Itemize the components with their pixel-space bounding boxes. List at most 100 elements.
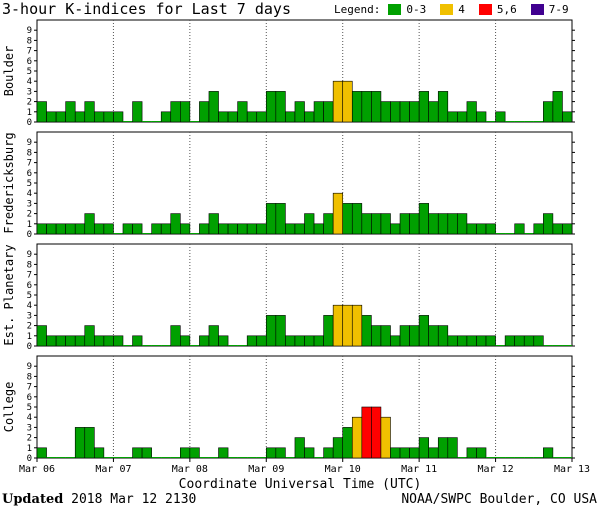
legend-swatch-storm (478, 4, 492, 15)
k-bar-boulder (65, 101, 76, 123)
y-tick-label: 1 (27, 444, 32, 454)
legend-text-active: 4 (458, 3, 465, 16)
k-bar-college (208, 457, 219, 458)
y-tick-label: 9 (27, 138, 32, 148)
k-bar-boulder (227, 111, 238, 123)
k-bar-boulder (208, 91, 219, 123)
k-bar-boulder (275, 91, 286, 123)
k-bar-boulder (380, 101, 391, 123)
legend-text-storm: 5,6 (496, 3, 517, 16)
k-bar-boulder (371, 91, 382, 123)
k-bar-college (457, 457, 467, 458)
k-bar-est-planetary (122, 345, 133, 346)
k-bar-fredericksburg (323, 213, 334, 235)
k-bar-est-planetary (84, 325, 95, 347)
k-bar-college (237, 457, 248, 458)
k-bar-est-planetary (218, 335, 229, 347)
k-bar-est-planetary (390, 335, 401, 347)
legend-swatch-quiet (388, 4, 402, 15)
k-bar-college (466, 447, 477, 459)
k-bar-fredericksburg (208, 213, 219, 235)
updated-label: Updated (2, 492, 64, 507)
k-bar-est-planetary (514, 335, 525, 347)
k-bar-est-planetary (447, 335, 458, 347)
y-tick-label: 5 (27, 403, 32, 413)
y-tick-label: 4 (27, 301, 32, 311)
panel-frame-est-planetary (36, 243, 573, 347)
k-bar-est-planetary (304, 335, 315, 347)
k-bar-boulder (180, 101, 191, 123)
k-bar-fredericksburg (55, 223, 66, 235)
k-bar-boulder (495, 111, 506, 123)
y-tick-label: 4 (27, 189, 32, 199)
k-bar-fredericksburg (103, 223, 114, 235)
k-bar-fredericksburg (36, 223, 47, 235)
k-bar-college (552, 457, 563, 458)
k-bar-fredericksburg (151, 223, 162, 235)
k-bar-est-planetary (208, 325, 219, 347)
k-bar-fredericksburg (122, 223, 133, 235)
k-bar-est-planetary (199, 335, 210, 347)
k-bar-college (476, 447, 487, 459)
k-bar-est-planetary (189, 345, 200, 346)
y-tick-label: 1 (27, 220, 32, 230)
k-bar-fredericksburg (160, 223, 172, 235)
y-tick-label: 6 (27, 393, 32, 403)
k-bar-boulder (285, 111, 296, 123)
k-bar-boulder (323, 101, 334, 123)
k-bar-fredericksburg (218, 223, 229, 235)
x-axis-label: Coordinate Universal Time (UTC) (178, 477, 422, 492)
k-bar-fredericksburg (533, 223, 544, 235)
x-tick-label: Mar 13 (554, 464, 590, 475)
k-bar-boulder (36, 101, 47, 123)
k-bar-fredericksburg (371, 213, 382, 235)
y-tick-label: 7 (27, 383, 32, 393)
k-bar-college (56, 457, 66, 458)
y-tick-label: 9 (27, 362, 32, 372)
y-tick-label: 0 (27, 118, 32, 128)
k-bar-fredericksburg (332, 192, 344, 235)
k-bar-boulder (113, 111, 124, 123)
k-bar-college (84, 427, 95, 459)
k-bar-college (103, 457, 114, 458)
k-bar-college (314, 457, 324, 458)
k-bar-boulder (428, 101, 439, 123)
k-bar-est-planetary (342, 304, 353, 347)
k-bar-fredericksburg (514, 223, 525, 235)
k-bar-college (505, 457, 515, 458)
k-bar-boulder (74, 111, 86, 123)
k-bar-college (514, 457, 525, 458)
legend-item-quiet: 0-3 (388, 3, 426, 16)
k-bar-college (380, 416, 391, 459)
k-bar-boulder (543, 101, 554, 123)
k-bar-college (94, 447, 105, 459)
k-bar-college (36, 447, 47, 459)
k-bar-est-planetary (46, 335, 57, 347)
k-bar-boulder (514, 121, 525, 122)
y-tick-label: 8 (27, 36, 32, 46)
chart-title: 3-hour K-indices for Last 7 days (2, 0, 291, 18)
y-tick-label: 0 (27, 230, 32, 240)
k-bar-college (141, 447, 152, 459)
k-bar-college (285, 457, 295, 458)
y-tick-label: 6 (27, 57, 32, 67)
y-tick-label: 9 (27, 250, 32, 260)
y-tick-label: 7 (27, 159, 32, 169)
k-bar-est-planetary (485, 335, 496, 347)
k-bar-fredericksburg (399, 213, 410, 235)
k-bar-college (390, 447, 401, 459)
k-bar-boulder (94, 111, 105, 123)
k-bar-fredericksburg (476, 223, 487, 235)
k-bar-boulder (84, 101, 95, 123)
x-tick-label: Mar 11 (401, 464, 437, 475)
legend-item-active: 4 (440, 3, 465, 16)
panel-label-fredericksburg: Fredericksburg (2, 132, 16, 233)
k-bar-est-planetary (103, 335, 114, 347)
legend-item-storm: 5,6 (478, 3, 517, 16)
k-bar-college (495, 457, 506, 458)
k-bar-boulder (476, 111, 487, 123)
k-bar-fredericksburg (84, 213, 95, 235)
k-bar-boulder (265, 91, 277, 123)
k-bar-college (46, 457, 57, 458)
k-bar-boulder (524, 121, 534, 122)
